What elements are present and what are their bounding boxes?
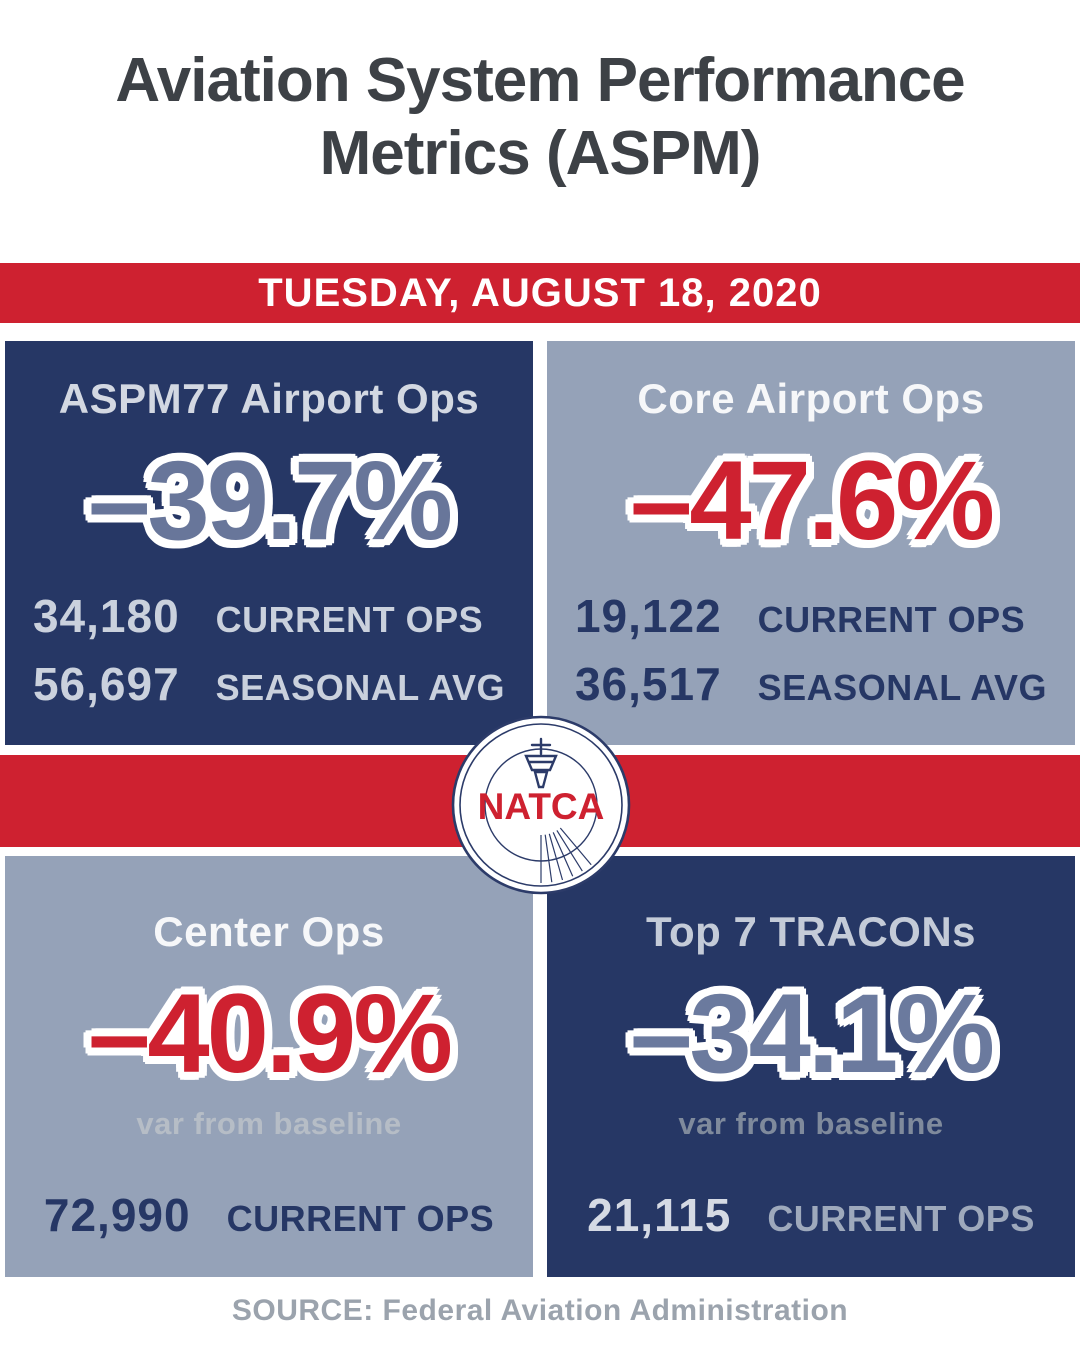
stat-label: CURRENT OPS — [767, 1198, 1035, 1239]
stat-label: SEASONAL AVG — [215, 667, 506, 708]
stat-value: 34,180 — [32, 590, 180, 642]
percent-value: –34.1% — [630, 971, 995, 1096]
stat-value: 56,697 — [32, 658, 180, 710]
panel-top-7-tracons: Top 7 TRACONs –34.1% var from baseline 2… — [547, 856, 1075, 1277]
radar-sweep-lines — [540, 827, 592, 883]
logo-outer-ring — [451, 715, 631, 895]
variance-sublabel: var from baseline — [136, 1106, 402, 1141]
date-banner-text: TUESDAY, AUGUST 18, 2020 — [258, 270, 822, 315]
panel-title: ASPM77 Airport Ops — [58, 375, 480, 422]
stat-label: SEASONAL AVG — [757, 667, 1048, 708]
natca-logo-text: NATCA — [478, 786, 605, 827]
stat-value: 19,122 — [574, 590, 722, 642]
control-tower-icon — [524, 737, 558, 789]
stats-block: 72,990 CURRENT OPS — [44, 1188, 494, 1242]
date-banner: TUESDAY, AUGUST 18, 2020 — [0, 263, 1080, 323]
stats-block: 34,180 CURRENT OPS 56,697 SEASONAL AVG — [33, 589, 505, 711]
stat-value: 36,517 — [574, 658, 722, 710]
variance-sublabel: var from baseline — [678, 1106, 944, 1141]
panel-title: Core Airport Ops — [637, 375, 985, 422]
stat-label: CURRENT OPS — [215, 599, 484, 640]
panel-title: Top 7 TRACONs — [645, 908, 977, 955]
page-title: Aviation System Performance Metrics (ASP… — [115, 46, 965, 189]
panel-aspm77-airport-ops: ASPM77 Airport Ops –39.7% 34,180 CURRENT… — [5, 341, 533, 745]
stat-value: 72,990 — [43, 1189, 191, 1241]
natca-logo: NATCA — [450, 714, 632, 896]
stats-block: 19,122 CURRENT OPS 36,517 SEASONAL AVG — [575, 589, 1047, 711]
panel-center-ops: Center Ops –40.9% var from baseline 72,9… — [5, 856, 533, 1277]
stats-block: 21,115 CURRENT OPS — [587, 1188, 1035, 1242]
panel-title: Center Ops — [153, 908, 385, 955]
natca-logo-svg: NATCA — [451, 715, 631, 895]
percent-value: –40.9% — [88, 971, 453, 1096]
stat-label: CURRENT OPS — [226, 1198, 495, 1239]
source-attribution: SOURCE: Federal Aviation Administration — [231, 1294, 849, 1327]
percent-value: –47.6% — [630, 438, 995, 563]
stat-label: CURRENT OPS — [757, 599, 1026, 640]
panel-core-airport-ops: Core Airport Ops –47.6% 19,122 CURRENT O… — [547, 341, 1075, 745]
percent-value: –39.7% — [88, 438, 453, 563]
stat-value: 21,115 — [587, 1189, 732, 1241]
logo-inner-ring — [459, 723, 623, 887]
